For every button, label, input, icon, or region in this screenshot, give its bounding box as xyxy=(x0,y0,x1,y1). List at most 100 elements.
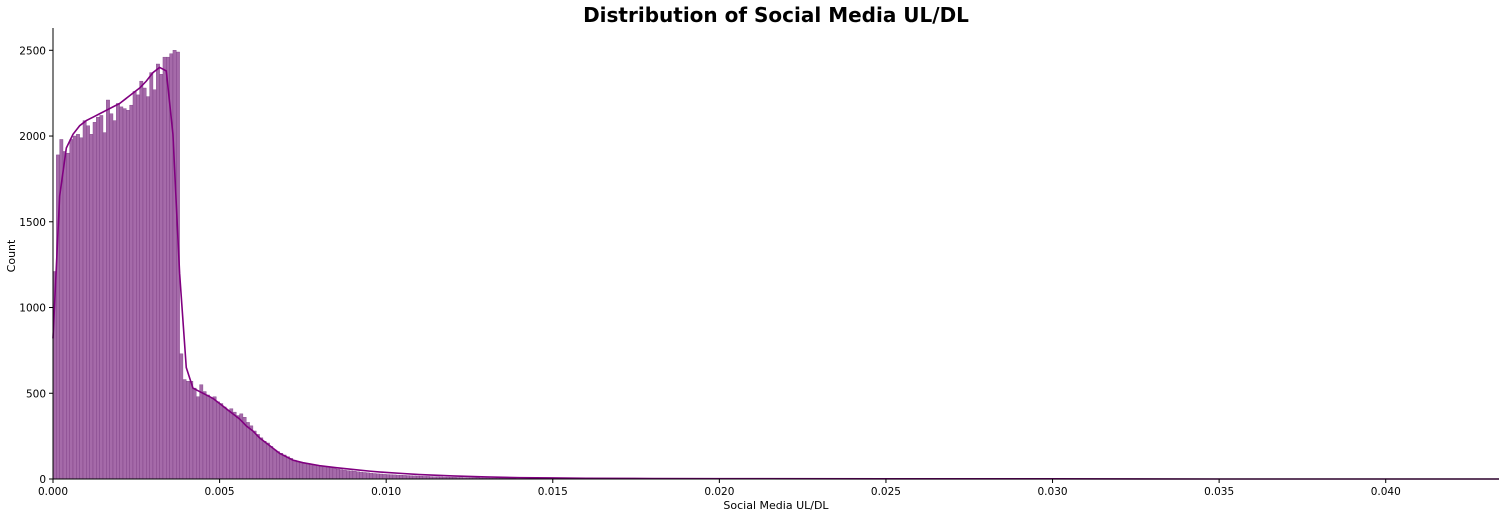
histogram-bar xyxy=(82,120,87,480)
histogram-bars xyxy=(52,50,633,480)
histogram-bar xyxy=(216,401,220,480)
histogram-bar xyxy=(249,425,254,480)
histogram-bar xyxy=(232,411,237,480)
y-tick-label: 0 xyxy=(39,474,46,486)
x-tick-label: 0.015 xyxy=(538,486,568,498)
histogram-bar xyxy=(106,99,110,480)
histogram-bar xyxy=(332,468,337,480)
histogram-bar xyxy=(146,96,150,480)
histogram-bar xyxy=(399,475,404,480)
histogram-bar xyxy=(312,464,317,480)
histogram-bar xyxy=(89,134,94,480)
histogram-bar xyxy=(389,474,394,480)
histogram-bar xyxy=(166,56,170,480)
histogram-bar xyxy=(226,410,230,480)
histogram-bar xyxy=(236,415,240,480)
histogram-bar xyxy=(66,152,70,480)
histogram-bar xyxy=(289,458,294,480)
histogram-bar xyxy=(359,471,364,480)
histogram-bar xyxy=(276,451,280,480)
histogram-bar xyxy=(309,464,314,480)
histogram-bar xyxy=(352,471,357,480)
histogram-bar xyxy=(262,441,267,480)
histogram-bar xyxy=(229,408,234,480)
histogram-bar xyxy=(375,473,380,480)
histogram-bar xyxy=(339,469,344,480)
histogram-bar xyxy=(122,108,127,480)
chart-title: Distribution of Social Media UL/DL xyxy=(583,3,969,27)
x-tick-label: 0.040 xyxy=(1371,486,1401,498)
y-tick-label: 1000 xyxy=(19,303,46,315)
histogram-bar xyxy=(282,454,287,480)
histogram-bar xyxy=(132,91,137,480)
y-tick-label: 2000 xyxy=(19,131,46,143)
histogram-bar xyxy=(302,462,307,480)
histogram-bar xyxy=(209,398,214,480)
histogram-bar xyxy=(266,442,270,480)
histogram-bar xyxy=(329,467,334,480)
histogram-bar xyxy=(86,125,90,480)
histogram-bar xyxy=(129,104,134,480)
histogram-bar xyxy=(112,120,117,480)
y-tick-label: 500 xyxy=(26,388,46,400)
histogram-bar xyxy=(119,106,124,480)
histogram-bar xyxy=(372,473,377,480)
x-tick-label: 0.025 xyxy=(871,486,901,498)
x-tick-label: 0.005 xyxy=(205,486,235,498)
x-tick-label: 0.035 xyxy=(1204,486,1234,498)
histogram-bar xyxy=(342,469,347,480)
histogram-bar xyxy=(76,134,80,480)
histogram-bar xyxy=(156,63,160,480)
histogram-bar xyxy=(379,473,384,480)
histogram-bar xyxy=(192,387,197,480)
histogram-bar xyxy=(99,115,104,480)
histogram-bar xyxy=(92,122,97,480)
histogram-bar xyxy=(385,474,390,480)
histogram-bar xyxy=(382,474,387,480)
y-axis-ticks: 0 500 1000 1500 2000 2500 xyxy=(19,45,53,486)
histogram-bar xyxy=(365,472,370,480)
histogram-bar xyxy=(179,353,184,480)
histogram-bar xyxy=(336,468,340,480)
histogram-bar xyxy=(96,116,100,480)
histogram-bar xyxy=(79,137,84,480)
histogram-bar xyxy=(159,74,164,480)
histogram-bar xyxy=(402,475,407,480)
histogram-bar xyxy=(126,110,130,480)
histogram-bar xyxy=(62,151,67,480)
histogram-bar xyxy=(279,453,284,480)
histogram-bar xyxy=(189,381,194,480)
histogram-bar xyxy=(306,463,310,480)
histogram-bar xyxy=(136,94,140,480)
histogram-bar xyxy=(246,422,250,480)
histogram-bar xyxy=(172,50,177,480)
histogram-bar xyxy=(196,396,200,480)
histogram-bar xyxy=(142,87,147,480)
histogram-bar xyxy=(322,466,327,480)
histogram-bar xyxy=(362,472,367,480)
histogram-bar xyxy=(222,406,227,480)
x-tick-label: 0.010 xyxy=(371,486,401,498)
y-tick-label: 2500 xyxy=(19,45,46,57)
histogram-bar xyxy=(369,472,374,480)
histogram-bar xyxy=(269,446,274,480)
histogram-bar xyxy=(319,466,324,480)
histogram-bar xyxy=(395,474,400,480)
histogram-bar xyxy=(346,470,350,480)
histogram-bar xyxy=(259,437,264,480)
histogram-bar xyxy=(109,113,114,480)
histogram-bar xyxy=(69,139,74,480)
histogram-bar xyxy=(286,456,290,480)
histogram-bar xyxy=(162,56,167,480)
histogram-bar xyxy=(212,396,217,480)
x-tick-label: 0.000 xyxy=(38,486,68,498)
histogram-bar xyxy=(349,470,354,480)
x-tick-label: 0.020 xyxy=(704,486,734,498)
histogram-bar xyxy=(256,434,260,480)
histogram-bar xyxy=(392,474,397,480)
kde-curve xyxy=(52,66,1499,480)
y-tick-label: 1500 xyxy=(19,217,46,229)
histogram-bar xyxy=(152,89,157,480)
